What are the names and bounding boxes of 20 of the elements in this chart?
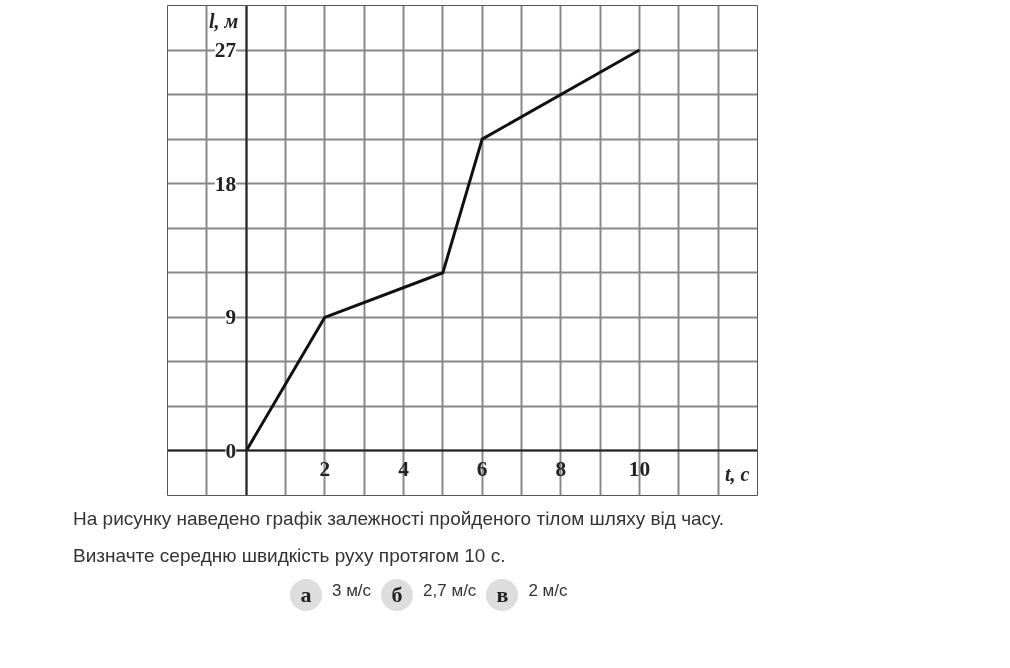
x-tick-label: 10 xyxy=(628,456,651,481)
text: 2 м/с xyxy=(528,581,568,601)
text: а xyxy=(290,579,322,612)
y-axis-title: l, м xyxy=(208,9,239,32)
x-tick-label: 2 xyxy=(319,456,331,481)
x-tick-label: 8 xyxy=(555,456,567,481)
text: б xyxy=(381,579,414,612)
text: в xyxy=(486,579,519,612)
x-tick-label: 6 xyxy=(476,456,488,481)
x-axis-title: t, с xyxy=(725,462,750,485)
y-tick-label: 27 xyxy=(214,38,237,63)
y-tick-label: 18 xyxy=(214,171,237,196)
x-tick-label: 4 xyxy=(398,456,410,481)
line-series xyxy=(244,48,641,453)
y-tick-label: 9 xyxy=(225,305,237,330)
text: 2,7 м/с xyxy=(423,581,477,601)
text: 3 м/с xyxy=(332,581,372,601)
text: На рисунку наведено графік залежності пройденого тілом шляху від часу. xyxy=(73,508,724,529)
y-tick-label: 0 xyxy=(225,438,237,463)
text: Визначте середню швидкість руху протягом 10 с. xyxy=(73,545,506,567)
